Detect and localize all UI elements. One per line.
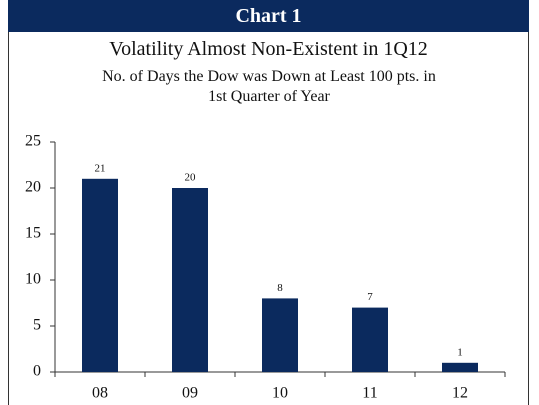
bar (352, 307, 388, 372)
chart-subtitle: No. of Days the Dow was Down at Least 10… (102, 68, 436, 105)
value-label: 1 (457, 346, 463, 358)
x-tick-label: 09 (182, 385, 198, 402)
y-tick-label: 20 (25, 179, 41, 196)
y-tick-label: 10 (25, 271, 41, 288)
bar (262, 298, 298, 372)
chart-header: Chart 1 (8, 0, 529, 32)
y-tick-label: 25 (25, 133, 41, 150)
x-tick-label: 08 (92, 385, 108, 402)
bar (442, 362, 478, 372)
y-tick-label: 15 (25, 225, 41, 242)
bar (172, 188, 208, 372)
value-label: 21 (95, 162, 106, 174)
y-tick-label: 5 (33, 317, 41, 334)
chart-title: Volatility Almost Non-Existent in 1Q12 (109, 38, 428, 60)
frame (8, 0, 529, 405)
x-tick-label: 12 (452, 385, 468, 402)
x-tick-label: 10 (272, 385, 288, 402)
value-label: 8 (277, 282, 283, 294)
bar (82, 178, 118, 372)
y-tick-label: 0 (33, 363, 41, 380)
value-label: 20 (185, 172, 197, 184)
value-label: 7 (367, 291, 373, 303)
x-tick-label: 11 (362, 385, 377, 402)
